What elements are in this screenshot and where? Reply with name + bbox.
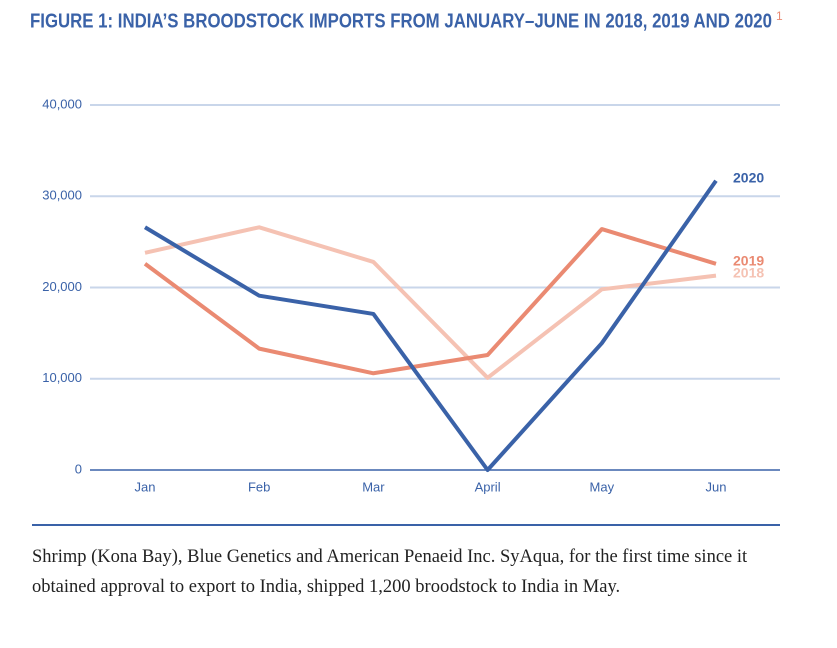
y-tick-label: 0	[75, 461, 82, 476]
series-label: 2018	[733, 264, 764, 280]
x-tick-label: Jan	[135, 479, 156, 494]
series-label: 2020	[733, 169, 764, 185]
x-tick-label: Mar	[362, 479, 385, 494]
series-line	[143, 227, 717, 376]
chart: FIGURE 1: INDIA’S BROODSTOCK IMPORTS FRO…	[30, 9, 783, 526]
caption: Shrimp (Kona Bay), Blue Genetics and Ame…	[32, 547, 748, 597]
series-label: 2019	[733, 252, 764, 268]
x-tick-label: May	[590, 479, 615, 494]
y-tick-label: 40,000	[42, 96, 82, 111]
y-tick-label: 30,000	[42, 188, 82, 203]
title-footnote: 1	[776, 9, 783, 23]
chart-title: FIGURE 1: INDIA’S BROODSTOCK IMPORTS FRO…	[30, 10, 772, 32]
x-tick-label: Jun	[706, 479, 727, 494]
y-tick-label: 20,000	[42, 279, 82, 294]
series-line	[143, 179, 718, 472]
y-tick-label: 10,000	[42, 370, 82, 385]
series-line	[144, 225, 717, 380]
x-tick-label: April	[475, 479, 501, 494]
x-tick-label: Feb	[248, 479, 270, 494]
